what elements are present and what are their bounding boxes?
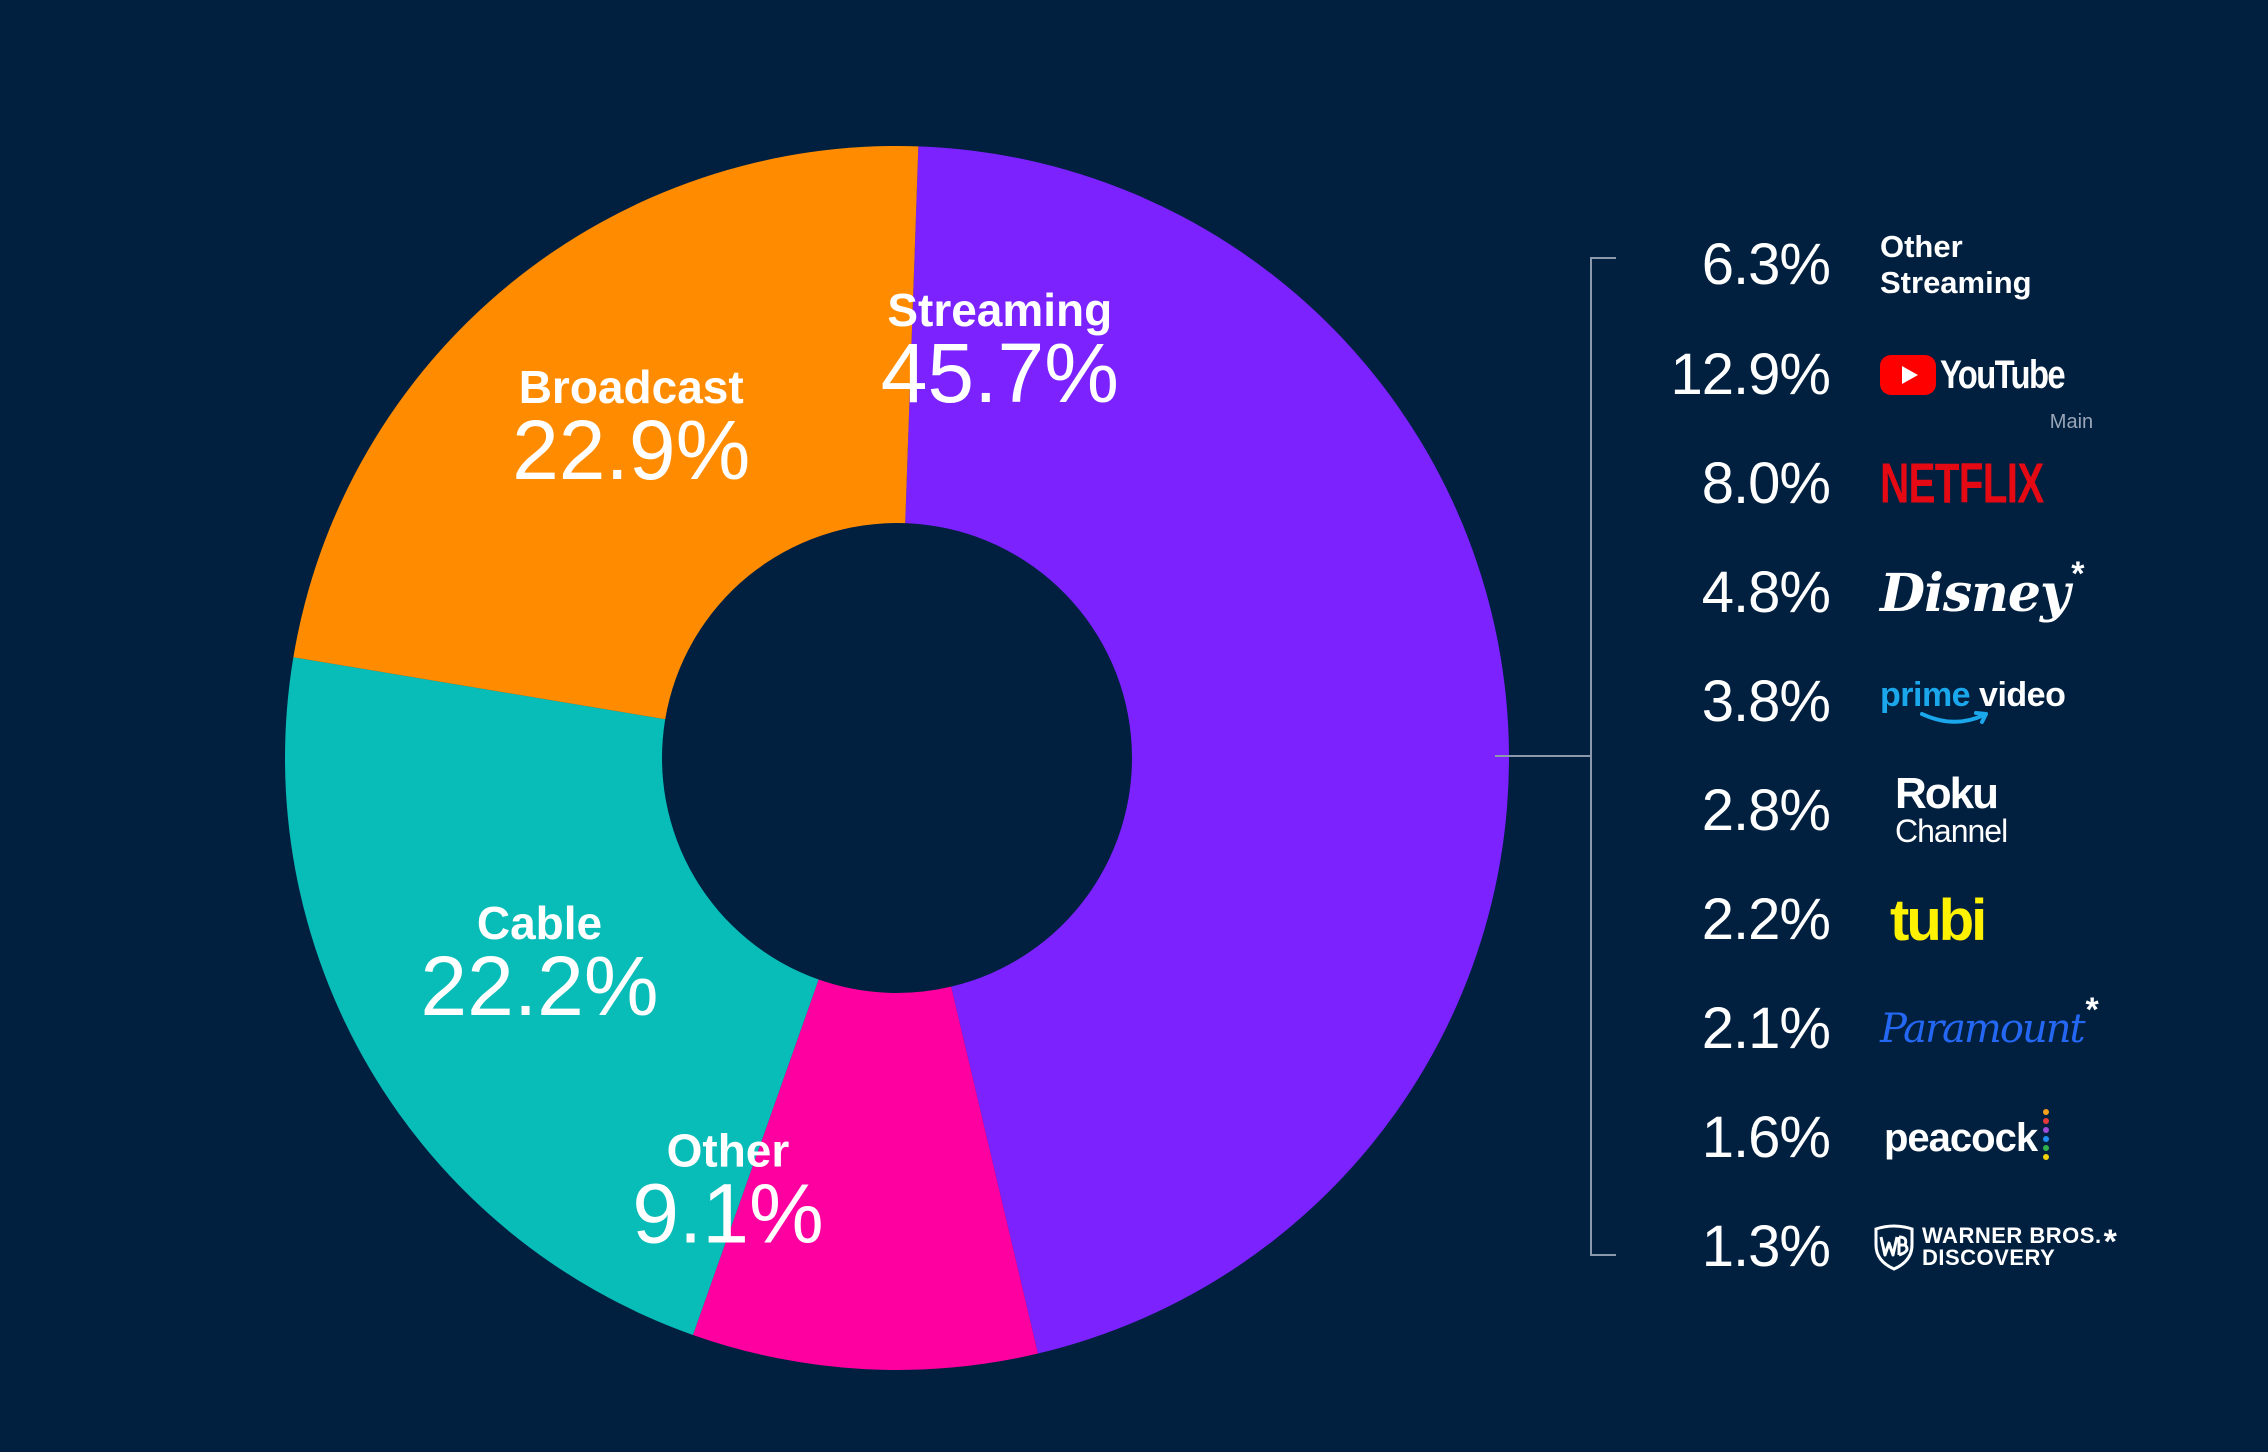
slice-value-broadcast: 22.9% (512, 403, 750, 497)
breakdown-value: 1.6% (1701, 1105, 1831, 1170)
prime-video-logo: prime video (1880, 652, 2066, 752)
disney-wordmark: Disney (1880, 562, 2070, 624)
slice-broadcast (293, 145, 919, 720)
wbd-asterisk: * (2103, 1223, 2117, 1261)
other-streaming-line1: Other (1880, 229, 1963, 264)
peacock-wordmark: peacock (1884, 1115, 2038, 1160)
youtube-wordmark: YouTube (1940, 352, 2066, 397)
breakdown-value: 6.3% (1701, 232, 1831, 297)
breakdown-value: 12.9% (1670, 342, 1831, 407)
breakdown-row-youtube: 12.9% YouTube Main (1640, 325, 2200, 433)
slice-value-streaming: 45.7% (881, 326, 1119, 420)
slice-value-cable: 22.2% (420, 939, 658, 1033)
paramount-wordmark: Paramount (1880, 1006, 2086, 1052)
slice-label-other: Other (667, 1125, 790, 1177)
breakdown-row-netflix: 8.0% NETFLIX (1640, 434, 2200, 534)
channel-wordmark: Channel (1895, 813, 2008, 849)
peacock-dots-icon (2043, 1107, 2050, 1161)
disney-asterisk: * (2071, 555, 2085, 593)
breakdown-row-disney: 4.8% Disney * (1640, 543, 2200, 643)
breakdown-row-prime-video: 3.8% prime video (1640, 652, 2200, 752)
youtube-sub-label: Main (2049, 410, 2094, 433)
slice-other (692, 979, 1038, 1370)
breakdown-row-roku-channel: 2.8% Roku Channel (1640, 761, 2200, 861)
slice-streaming (905, 146, 1509, 1354)
breakdown-row-warner-bros-discovery: 1.3% WARNER BROS. DISCOVERY * (1640, 1197, 2200, 1297)
breakdown-value: 2.2% (1701, 887, 1831, 952)
other-streaming-line2: Streaming (1880, 265, 2032, 300)
slice-label-streaming: Streaming (887, 284, 1112, 336)
roku-channel-logo: Roku Channel (1880, 761, 2008, 861)
wbd-line2: DISCOVERY (1922, 1245, 2056, 1270)
breakdown-row-peacock: 1.6% peacock (1640, 1088, 2200, 1188)
slice-label-broadcast: Broadcast (519, 361, 744, 413)
peacock-logo: peacock (1880, 1088, 2050, 1188)
breakdown-value: 2.8% (1701, 778, 1831, 843)
netflix-wordmark: NETFLIX (1880, 452, 2044, 516)
other-streaming-label: Other Streaming (1880, 215, 2032, 315)
roku-wordmark: Roku (1895, 769, 1999, 818)
prime-smile-icon (1920, 711, 1988, 724)
breakdown-row-paramount: 2.1% Paramount * (1640, 979, 2200, 1079)
video-wordmark: video (1979, 676, 2066, 714)
breakdown-row-other-streaming: 6.3% Other Streaming (1640, 215, 2200, 315)
wbd-line1: WARNER BROS. (1922, 1223, 2102, 1248)
slice-label-cable: Cable (477, 897, 602, 949)
tubi-logo: tubi (1880, 870, 1987, 970)
netflix-logo: NETFLIX (1880, 434, 2090, 534)
slice-cable (285, 657, 819, 1335)
slice-value-other: 9.1% (632, 1167, 823, 1261)
breakdown-row-tubi: 2.2% tubi (1640, 870, 2200, 970)
wb-shield-icon (1874, 1224, 1914, 1271)
breakdown-value: 4.8% (1701, 560, 1831, 625)
paramount-asterisk: * (2085, 991, 2099, 1029)
wbd-logo: WARNER BROS. DISCOVERY * (1872, 1197, 2117, 1297)
paramount-logo: Paramount * (1880, 979, 2099, 1079)
breakdown-value: 8.0% (1701, 451, 1831, 516)
disney-logo: Disney * (1880, 543, 2084, 643)
breakdown-value: 2.1% (1701, 996, 1831, 1061)
breakdown-value: 1.3% (1701, 1214, 1831, 1279)
streaming-breakdown-bracket (1590, 257, 1616, 1256)
tubi-wordmark: tubi (1890, 887, 1987, 953)
youtube-play-icon (1880, 355, 1936, 395)
youtube-logo: YouTube Main (1880, 325, 2093, 433)
streaming-bracket-connector (1495, 755, 1591, 757)
prime-wordmark: prime (1880, 676, 1971, 714)
breakdown-value: 3.8% (1701, 669, 1831, 734)
